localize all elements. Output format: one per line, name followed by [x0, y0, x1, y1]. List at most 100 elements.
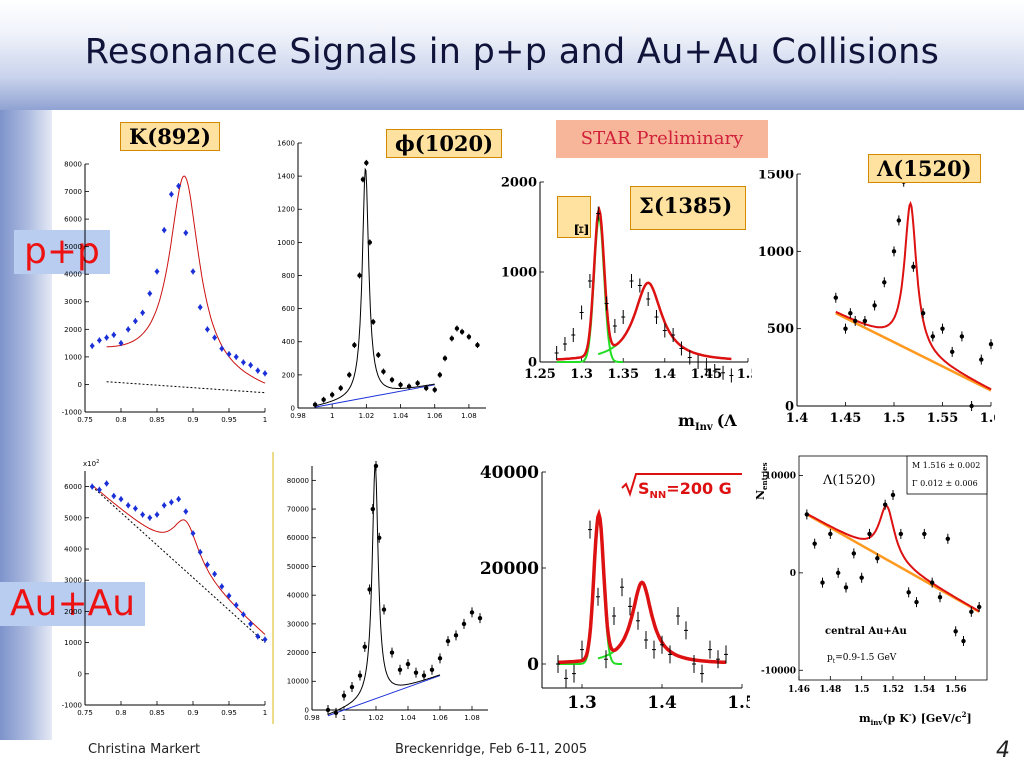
data-point: [347, 372, 352, 378]
x-axis-label-close: ]: [966, 712, 971, 725]
data-point: [804, 512, 810, 517]
y-tick-label: 50000: [287, 563, 309, 571]
data-point: [147, 514, 153, 521]
data-point: [219, 583, 225, 590]
energy-label-rest: =200 G: [666, 479, 732, 498]
data-point: [920, 311, 926, 316]
y-tick-label: 800: [282, 272, 295, 280]
data-point: [183, 229, 189, 236]
x-axis-label-unit: ) [GeV/c: [912, 712, 962, 725]
footer-author: Christina Markert: [88, 742, 201, 757]
data-point: [937, 595, 943, 600]
data-point: [453, 633, 459, 638]
y-tick-label: 4000: [64, 271, 82, 279]
data-point: [833, 295, 838, 300]
fit-curve: [835, 200, 992, 391]
data-point: [381, 607, 387, 612]
data-point: [413, 670, 419, 675]
sigma1385-auau-chart: 1.3 1.4 1.5 0 20000 40000 SNN=200 G: [480, 463, 750, 713]
data-point: [851, 551, 857, 556]
y-tick-label: 1400: [277, 173, 295, 181]
data-point: [828, 531, 833, 537]
data-point: [882, 280, 887, 285]
fit-curve: [315, 167, 435, 407]
data-point: [843, 585, 849, 590]
fit-curve: [327, 463, 441, 715]
y-axis-label: Nentries: [755, 462, 769, 500]
y-tick-label: 10000: [287, 678, 309, 686]
data-point: [233, 353, 239, 360]
data-point: [226, 351, 232, 358]
data-point: [132, 318, 138, 325]
fit-curve: [806, 504, 980, 613]
data-point: [240, 359, 246, 366]
data-point: [988, 341, 994, 347]
x-tick-label: 0.85: [149, 416, 165, 424]
data-point: [979, 357, 984, 362]
x-tick-label: 1.6: [980, 411, 995, 426]
y-tick-label: 3000: [64, 298, 82, 306]
y-tick-label: 40000: [287, 592, 309, 600]
energy-label: SNN=200 G: [638, 479, 732, 501]
data-point: [125, 502, 131, 509]
x-tick-label: 1.4: [786, 411, 809, 426]
x-tick-label: 1.45: [830, 411, 862, 426]
background-fit-line: [835, 312, 992, 392]
pt-range-rest: =0.9-1.5 GeV: [835, 653, 897, 663]
data-point: [477, 615, 483, 621]
sqrt-sign: [621, 473, 742, 498]
y-tick-label: 20000: [480, 559, 539, 579]
x-tick-label: 0.9: [187, 416, 198, 424]
x-tick-label: 1: [263, 416, 267, 424]
y-tick-label: 1500: [758, 170, 794, 183]
data-point: [376, 352, 381, 358]
data-point: [176, 183, 182, 190]
data-point: [976, 604, 982, 610]
data-point: [349, 684, 355, 690]
y-tick-label: 1000: [758, 245, 794, 260]
lambda1520-pp-chart: 1.4 1.45 1.5 1.55 1.6 0 500 1000 1500: [758, 170, 995, 426]
x-tick-label: 1.06: [432, 714, 448, 722]
data-point: [891, 249, 897, 254]
y-tick-label: 5000: [64, 514, 82, 522]
data-point: [882, 502, 888, 507]
y-tick-label: 1600: [277, 139, 295, 147]
fit-curve: [557, 508, 727, 665]
y-tick-label: 60000: [287, 534, 309, 542]
data-point: [183, 508, 189, 515]
fit-width-value: Γ 0.012 ± 0.006: [912, 479, 978, 488]
data-point: [197, 304, 203, 311]
data-point: [437, 656, 443, 661]
data-point: [820, 580, 825, 585]
data-point: [377, 535, 382, 540]
x-tick-label: 1.5: [727, 693, 750, 713]
y-tick-label: 70000: [287, 506, 309, 514]
data-point: [875, 556, 880, 561]
x-tick-label: 1.52: [882, 685, 904, 695]
fit-mass-value: M 1.516 ± 0.002: [912, 461, 980, 470]
y-tick-label: -1000: [62, 408, 82, 416]
x-tick-label: 1: [330, 412, 334, 420]
x-tick-label: 0.95: [221, 709, 237, 717]
data-point: [176, 496, 182, 503]
data-point: [432, 387, 437, 392]
data-point: [397, 667, 403, 673]
y-tick-label: 1000: [64, 639, 82, 647]
data-point: [168, 191, 174, 198]
data-point: [204, 326, 210, 333]
y-tick-label: 4000: [64, 545, 82, 553]
data-point: [406, 384, 412, 389]
data-point: [197, 549, 203, 556]
centrality-label: central Au+Au: [825, 626, 907, 637]
data-point: [940, 326, 945, 331]
y-tick-label: 20000: [287, 649, 309, 657]
y-tick-label: 2000: [64, 608, 82, 616]
data-point: [118, 496, 124, 503]
energy-label-sub: NN: [650, 490, 667, 501]
x-axis-label-unit-sup: 2: [962, 710, 967, 719]
data-point: [248, 620, 254, 627]
data-point: [961, 638, 966, 644]
data-point: [357, 673, 363, 678]
data-point: [953, 629, 958, 634]
data-point: [959, 334, 965, 339]
